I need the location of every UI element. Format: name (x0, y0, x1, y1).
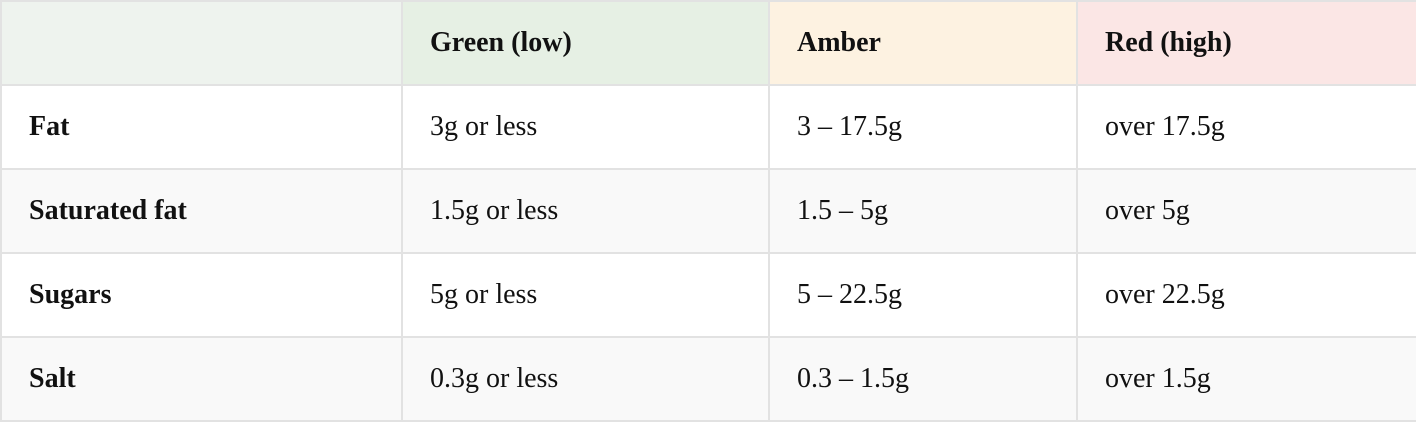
header-cell: Green (low) (401, 0, 770, 86)
table-row: Fat 3g or less 3 – 17.5g over 17.5g (0, 84, 1416, 170)
table-cell: 5 – 22.5g (768, 252, 1078, 338)
table-cell: 1.5 – 5g (768, 168, 1078, 254)
table-cell: over 22.5g (1076, 252, 1416, 338)
header-cell: Amber (768, 0, 1078, 86)
table-row: Sugars 5g or less 5 – 22.5g over 22.5g (0, 252, 1416, 338)
row-label: Saturated fat (0, 168, 403, 254)
table-cell: over 5g (1076, 168, 1416, 254)
table-cell: 0.3 – 1.5g (768, 336, 1078, 422)
header-cell: Red (high) (1076, 0, 1416, 86)
table-cell: over 1.5g (1076, 336, 1416, 422)
table-row: Saturated fat 1.5g or less 1.5 – 5g over 5g (0, 168, 1416, 254)
table-row: Salt 0.3g or less 0.3 – 1.5g over 1.5g (0, 336, 1416, 422)
table-cell: 3 – 17.5g (768, 84, 1078, 170)
table-cell: 1.5g or less (401, 168, 770, 254)
table-body: Fat 3g or less 3 – 17.5g over 17.5g Saturate… (0, 84, 1416, 422)
row-label: Salt (0, 336, 403, 422)
header-row: Green (low) Amber Red (high) (0, 0, 1416, 86)
traffic-light-table: Green (low) Amber Red (high) Fat 3g or le… (0, 0, 1416, 422)
table-cell: over 17.5g (1076, 84, 1416, 170)
row-label: Sugars (0, 252, 403, 338)
table-cell: 0.3g or less (401, 336, 770, 422)
table-cell: 3g or less (401, 84, 770, 170)
table-cell: 5g or less (401, 252, 770, 338)
row-label: Fat (0, 84, 403, 170)
header-cell (0, 0, 403, 86)
